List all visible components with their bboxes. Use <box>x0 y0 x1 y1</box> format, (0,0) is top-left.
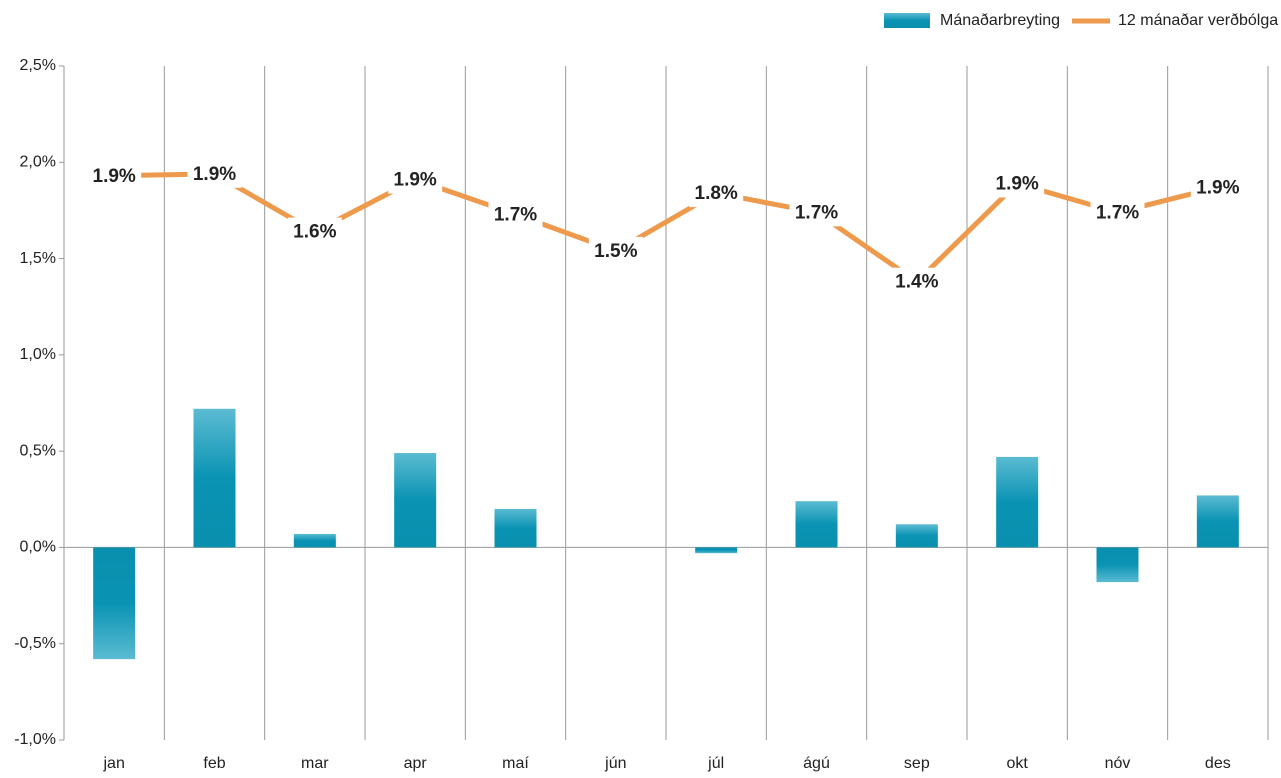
data-label: 1.9% <box>193 164 236 185</box>
data-label: 1.5% <box>594 241 637 262</box>
y-tick-label: 0,5% <box>20 442 56 459</box>
x-tick-label: jún <box>604 755 626 772</box>
legend-label: Mánaðarbreyting <box>940 12 1060 29</box>
bar <box>795 501 838 548</box>
y-tick-label: 2,0% <box>20 154 56 171</box>
label-bg <box>1190 173 1245 202</box>
x-tick-label: feb <box>203 755 225 772</box>
x-tick-label: sep <box>904 755 930 772</box>
data-label: 1.4% <box>895 272 938 293</box>
bar <box>193 408 236 548</box>
bar <box>1096 547 1139 583</box>
x-tick-label: júl <box>707 755 724 772</box>
label-bg <box>689 179 744 208</box>
x-tick-label: mar <box>301 755 329 772</box>
label-bg <box>889 267 944 296</box>
label-bg <box>789 198 844 227</box>
data-label: 1.7% <box>795 202 838 223</box>
label-bg <box>488 200 543 229</box>
label-bg <box>87 161 142 190</box>
x-tick-label: okt <box>1006 755 1028 772</box>
data-label: 1.9% <box>996 173 1039 194</box>
x-tick-label: jan <box>102 755 124 772</box>
bar <box>394 453 437 548</box>
bar <box>93 547 136 660</box>
bar <box>996 456 1039 548</box>
data-label: 1.6% <box>293 222 336 243</box>
y-tick-label: -0,5% <box>14 635 56 652</box>
data-label: 1.7% <box>1096 202 1139 223</box>
bar <box>494 508 537 548</box>
bar <box>293 533 336 548</box>
label-bg <box>187 159 242 188</box>
data-label: 1.9% <box>93 166 136 187</box>
legend-swatch <box>884 13 930 28</box>
bar <box>695 547 738 554</box>
label-bg <box>287 217 342 246</box>
data-label: 1.7% <box>494 204 537 225</box>
y-tick-label: 1,5% <box>20 250 56 267</box>
label-bg <box>1090 198 1145 227</box>
label-bg <box>388 165 443 194</box>
y-tick-label: -1,0% <box>14 731 56 748</box>
bar <box>895 524 938 548</box>
y-tick-label: 2,5% <box>20 57 56 74</box>
legend-label: 12 mánaðar verðbólga <box>1118 12 1278 29</box>
label-bg <box>588 236 643 265</box>
label-bg <box>990 169 1045 198</box>
x-tick-label: apr <box>404 755 428 772</box>
data-label: 1.8% <box>695 183 738 204</box>
data-label: 1.9% <box>394 170 437 191</box>
data-label: 1.9% <box>1196 177 1239 198</box>
bar <box>1196 495 1239 548</box>
y-tick-label: 0,0% <box>20 539 56 556</box>
x-tick-label: maí <box>502 755 529 772</box>
x-tick-label: ágú <box>803 755 830 772</box>
x-tick-label: des <box>1205 755 1231 772</box>
x-tick-label: nóv <box>1105 755 1131 772</box>
y-tick-label: 1,0% <box>20 346 56 363</box>
